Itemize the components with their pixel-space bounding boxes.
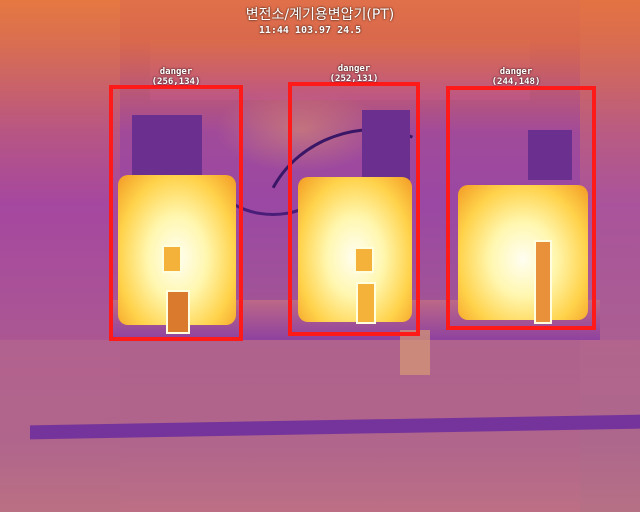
detection-box-2 bbox=[288, 82, 420, 336]
detection-coords: (244,148) bbox=[491, 77, 541, 87]
detection-class: danger bbox=[499, 67, 533, 77]
cable-wire bbox=[200, 90, 346, 216]
detection-box-3 bbox=[446, 86, 596, 330]
detection-coords: (256,134) bbox=[151, 77, 201, 87]
transformer-1 bbox=[112, 95, 242, 335]
detection-label-1: danger (256,134) bbox=[126, 67, 226, 87]
support-post bbox=[400, 330, 430, 375]
detection-label-3: danger (244,148) bbox=[466, 67, 566, 87]
image-title: 변전소/계기용변압기(PT) bbox=[245, 7, 395, 23]
sensor-readout: 11:44 103.97 24.5 bbox=[258, 25, 362, 36]
detection-box-1 bbox=[109, 85, 243, 341]
transformer-3 bbox=[450, 90, 594, 330]
overhead-frame bbox=[150, 40, 530, 100]
detection-coords: (252,131) bbox=[329, 74, 379, 84]
detection-label-2: danger (252,131) bbox=[304, 64, 404, 84]
detection-class: danger bbox=[337, 64, 371, 74]
detection-class: danger bbox=[159, 67, 193, 77]
transformer-2 bbox=[292, 92, 418, 332]
